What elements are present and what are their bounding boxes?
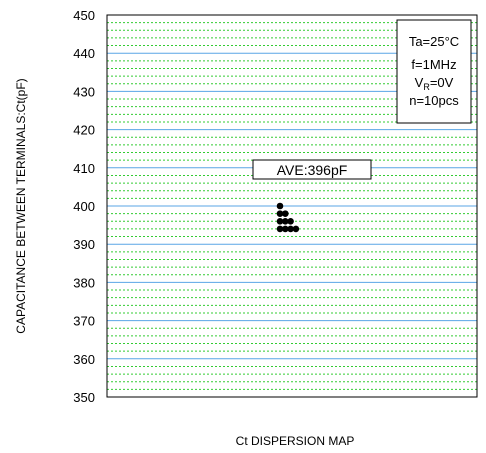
data-point xyxy=(287,217,294,225)
data-point xyxy=(282,225,289,233)
y-tick-label: 420 xyxy=(73,123,95,138)
data-point xyxy=(282,210,289,217)
y-tick-label: 380 xyxy=(73,275,95,290)
data-point xyxy=(276,217,284,225)
x-axis-title: Ct DISPERSION MAP xyxy=(236,434,355,448)
y-tick-label: 410 xyxy=(73,161,95,176)
average-annotation: AVE:396pF xyxy=(252,159,372,180)
y-tick-label: 390 xyxy=(73,237,95,252)
y-tick-labels: 350 360 370 380 390 400 410 420 430 440 450 xyxy=(73,8,95,405)
condition-sample-count: n=10pcs xyxy=(409,93,459,108)
condition-frequency: f=1MHz xyxy=(411,57,456,72)
y-tick-label: 370 xyxy=(73,314,95,329)
condition-vr: VR=0V xyxy=(415,75,454,92)
data-point xyxy=(276,210,284,217)
data-point xyxy=(292,225,300,233)
data-points xyxy=(276,202,300,233)
y-tick-label: 440 xyxy=(73,46,95,61)
data-point xyxy=(276,202,284,210)
plot-frame xyxy=(106,14,478,398)
y-tick-label: 400 xyxy=(73,199,95,214)
condition-ta: Ta=25°C xyxy=(409,34,459,49)
data-point xyxy=(276,225,284,233)
y-axis-title: CAPACITANCE BETWEEN TERMINALS:Ct(pF) xyxy=(14,78,28,333)
y-tick-label: 450 xyxy=(73,8,95,23)
data-point xyxy=(282,217,289,225)
y-tick-label: 350 xyxy=(73,390,95,405)
y-tick-label: 430 xyxy=(73,84,95,99)
y-tick-label: 360 xyxy=(73,352,95,367)
conditions-box: Ta=25°C f=1MHz VR=0V n=10pcs xyxy=(396,19,472,124)
data-point xyxy=(287,225,294,233)
average-label: AVE:396pF xyxy=(277,162,348,178)
